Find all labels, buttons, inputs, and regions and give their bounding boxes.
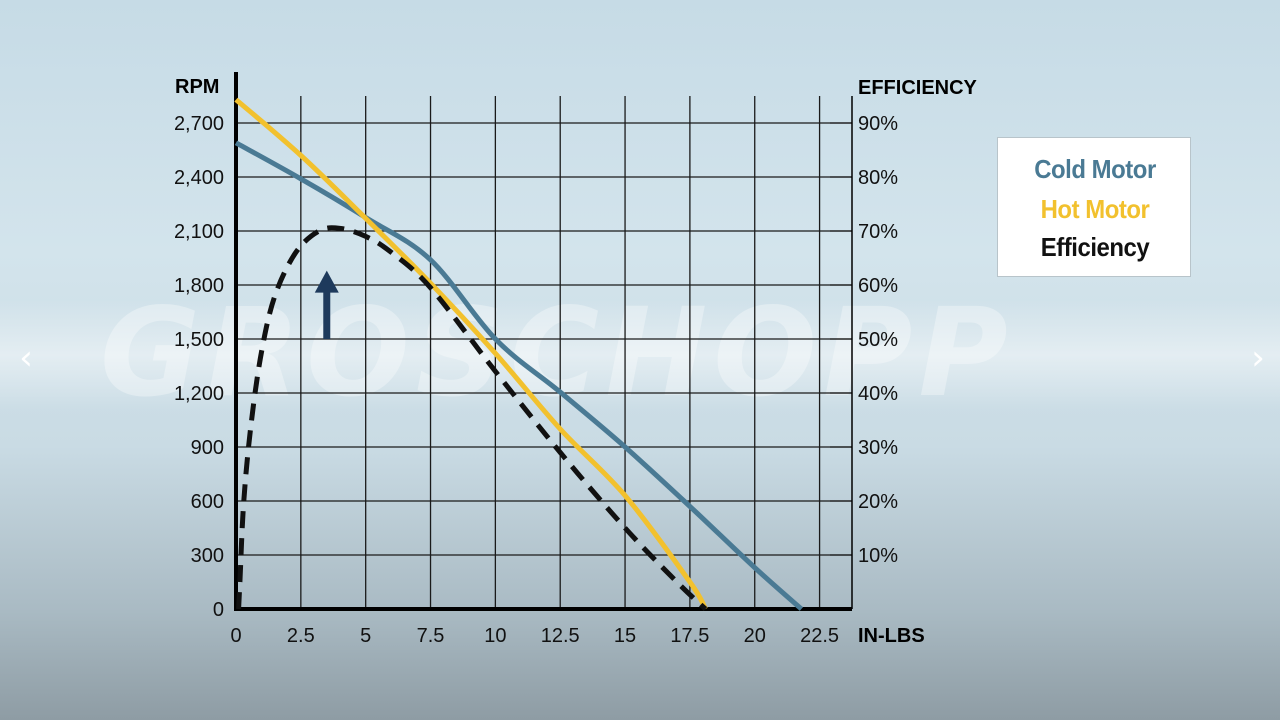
y-tick-label: 900 — [191, 437, 224, 459]
y2-tick-label: 70% — [858, 221, 898, 243]
legend-item-hot-motor: Hot Motor — [1040, 194, 1150, 224]
chart-tick-labels: 0 2.5 5 7.5 10 12.5 15 17.5 20 22.5 0 300 600 900 1,20… — [174, 76, 978, 647]
y2-tick-label: 50% — [858, 329, 898, 351]
series-line-cold-motor — [234, 140, 804, 611]
y2-axis-title: EFFICIENCY — [858, 77, 978, 99]
legend-item-cold-motor: Cold Motor — [1034, 154, 1156, 184]
y-tick-label: 600 — [191, 491, 224, 513]
x-tick-label: 2.5 — [287, 625, 315, 647]
series-line-hot-motor — [234, 97, 708, 611]
x-tick-label: 17.5 — [670, 625, 709, 647]
x-tick-label: 5 — [360, 625, 371, 647]
y-axis-title: RPM — [175, 76, 219, 98]
chart-series — [234, 97, 804, 611]
annotation-arrow-head — [314, 270, 339, 293]
x-tick-label: 15 — [614, 625, 636, 647]
y2-tick-label: 60% — [858, 275, 898, 297]
y2-tick-label: 10% — [858, 545, 898, 567]
chart-grid — [236, 96, 852, 609]
y-tick-label: 1,800 — [174, 275, 224, 297]
y2-tick-label: 20% — [858, 491, 898, 513]
y-tick-label: 2,700 — [174, 113, 224, 135]
x-tick-label: 7.5 — [417, 625, 445, 647]
series-line-efficiency — [236, 225, 708, 611]
y-tick-label: 300 — [191, 545, 224, 567]
x-tick-label: 12.5 — [541, 625, 580, 647]
previous-slide-arrow-icon[interactable]: ‹ — [19, 338, 33, 378]
chart-legend: Cold Motor Hot Motor Efficiency — [997, 137, 1191, 277]
y-tick-label: 2,100 — [174, 221, 224, 243]
x-tick-label: 0 — [230, 625, 241, 647]
y2-tick-label: 40% — [858, 383, 898, 405]
legend-item-efficiency: Efficiency — [1040, 232, 1150, 262]
y-tick-label: 1,500 — [174, 329, 224, 351]
y-tick-label: 0 — [213, 599, 224, 621]
y2-tick-label: 80% — [858, 167, 898, 189]
chart-axes — [234, 72, 853, 611]
y2-tick-label: 90% — [858, 113, 898, 135]
next-slide-arrow-icon[interactable]: › — [1251, 338, 1265, 378]
x-axis-title: IN-LBS — [858, 625, 925, 647]
y-tick-label: 1,200 — [174, 383, 224, 405]
x-tick-label: 10 — [484, 625, 506, 647]
y-tick-label: 2,400 — [174, 167, 224, 189]
y2-tick-label: 30% — [858, 437, 898, 459]
x-tick-label: 22.5 — [800, 625, 839, 647]
x-tick-label: 20 — [744, 625, 766, 647]
chart-annotations — [314, 270, 339, 339]
